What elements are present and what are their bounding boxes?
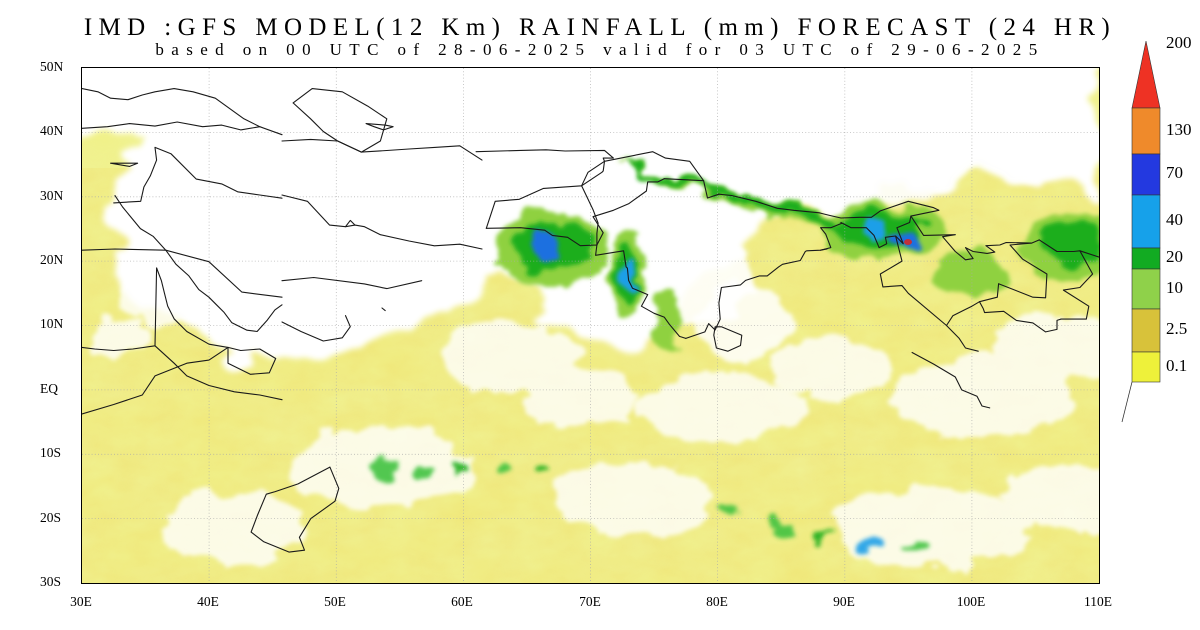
svg-text:0.1: 0.1 xyxy=(1166,356,1187,375)
svg-text:130: 130 xyxy=(1166,120,1192,139)
svg-text:20: 20 xyxy=(1166,247,1183,266)
svg-text:40: 40 xyxy=(1166,210,1183,229)
svg-text:10: 10 xyxy=(1166,278,1183,297)
svg-text:2.5: 2.5 xyxy=(1166,319,1187,338)
svg-text:70: 70 xyxy=(1166,163,1183,182)
svg-text:200: 200 xyxy=(1166,33,1192,52)
